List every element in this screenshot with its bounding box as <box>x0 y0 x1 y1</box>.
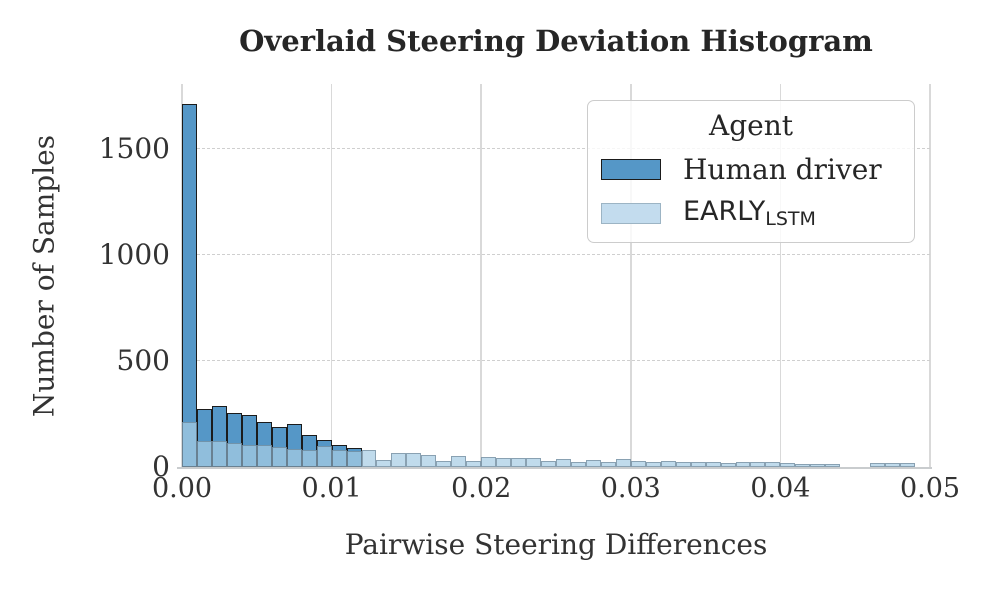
histogram-bar-early-lstm <box>690 461 706 467</box>
histogram-bar-early-lstm <box>765 461 781 467</box>
y-tick-label: 0 <box>152 450 170 483</box>
x-tick-label: 0.05 <box>899 473 961 504</box>
plot-area <box>177 84 932 469</box>
histogram-bar-early-lstm <box>735 461 751 467</box>
histogram-bar-early-lstm <box>346 450 362 467</box>
x-tick-label: 0.04 <box>750 473 811 504</box>
histogram-bar-early-lstm <box>286 449 302 467</box>
histogram-bar-early-lstm <box>361 450 377 467</box>
histogram-bar-early-lstm <box>795 463 811 467</box>
histogram-bar-early-lstm <box>885 463 901 467</box>
x-gridline <box>929 84 931 467</box>
histogram-bar-early-lstm <box>481 457 497 467</box>
legend-item-early-lstm: EARLYLSTM <box>601 196 816 230</box>
histogram-bar-early-lstm <box>421 454 437 467</box>
histogram-bar-early-lstm <box>556 459 571 467</box>
histogram-bar-early-lstm <box>271 447 287 467</box>
histogram-bar-early-lstm <box>585 460 601 467</box>
histogram-bar-early-lstm <box>256 444 272 467</box>
x-tick-label: 0.00 <box>151 473 213 504</box>
y-tick-label: 1000 <box>98 237 170 271</box>
histogram-bar-early-lstm <box>511 458 527 467</box>
legend-label-human-driver: Human driver <box>683 152 882 186</box>
x-tick-label: 0.02 <box>451 473 512 504</box>
legend-title: Agent <box>709 109 793 142</box>
histogram-bar-human-driver <box>182 104 197 467</box>
histogram-bar-early-lstm <box>301 450 317 467</box>
histogram-bar-early-lstm <box>675 462 691 467</box>
histogram-bar-early-lstm <box>241 444 257 467</box>
y-tick-label: 1500 <box>98 131 170 165</box>
x-tick-label: 0.03 <box>600 473 661 504</box>
histogram-bar-early-lstm <box>705 462 721 467</box>
histogram-bar-early-lstm <box>391 452 407 467</box>
histogram-bar-early-lstm <box>750 462 766 467</box>
histogram-bar-early-lstm <box>451 455 467 467</box>
histogram-bar-early-lstm <box>541 460 556 467</box>
histogram-bar-early-lstm <box>406 452 422 467</box>
y-tick-label: 500 <box>116 343 170 377</box>
histogram-bar-early-lstm <box>331 450 347 467</box>
histogram-bar-early-lstm <box>570 461 586 467</box>
legend-label-early-lstm: EARLYLSTM <box>683 196 816 230</box>
histogram-bar-early-lstm <box>870 463 886 467</box>
histogram-bar-early-lstm <box>780 462 796 467</box>
y-gridline <box>182 147 930 149</box>
histogram-bar-early-lstm <box>810 463 826 467</box>
histogram-bar-early-lstm <box>600 461 616 467</box>
x-gridline <box>630 84 632 467</box>
histogram-bar-early-lstm <box>316 445 332 467</box>
histogram-bar-early-lstm <box>226 442 242 467</box>
histogram-bar-early-lstm <box>615 459 631 467</box>
legend-swatch-early-lstm <box>601 202 661 224</box>
histogram-bar-early-lstm <box>900 463 916 467</box>
y-gridline <box>182 253 930 255</box>
histogram-bar-early-lstm <box>182 422 197 467</box>
x-gridline <box>480 84 482 467</box>
chart-title: Overlaid Steering Deviation Histogram <box>239 24 873 58</box>
histogram-bar-early-lstm <box>211 440 227 467</box>
x-gridline <box>330 84 333 467</box>
histogram-bar-early-lstm <box>720 462 736 467</box>
legend-item-human-driver: Human driver <box>601 153 882 186</box>
x-axis-label: Pairwise Steering Differences <box>344 528 768 561</box>
histogram-bar-early-lstm <box>376 460 392 467</box>
histogram-bar-early-lstm <box>630 460 646 467</box>
histogram-bar-early-lstm <box>196 440 212 467</box>
y-gridline <box>182 359 930 361</box>
histogram-bar-early-lstm <box>825 463 841 467</box>
x-axis-spine <box>177 466 932 469</box>
histogram-bar-early-lstm <box>436 460 452 467</box>
histogram-bar-early-lstm <box>466 460 482 467</box>
histogram-bar-early-lstm <box>526 458 542 467</box>
x-tick-label: 0.01 <box>301 473 362 504</box>
legend-swatch-human-driver <box>601 158 661 180</box>
histogram-bar-early-lstm <box>645 461 661 467</box>
x-gridline <box>779 84 782 467</box>
legend: Agent Human driver EARLYLSTM <box>587 100 915 243</box>
histogram-bar-early-lstm <box>496 458 512 467</box>
histogram-bar-early-lstm <box>660 461 676 467</box>
